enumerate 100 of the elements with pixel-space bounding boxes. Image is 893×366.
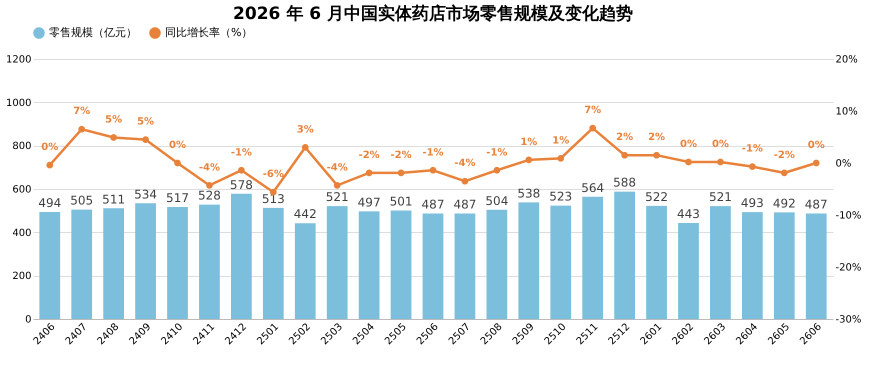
data-label: 564: [581, 180, 604, 195]
data-label: -4%: [454, 158, 476, 170]
data-label: -1%: [486, 147, 508, 158]
data-label: 2%: [648, 132, 666, 144]
data-label: -2%: [358, 150, 380, 161]
point: [717, 158, 724, 166]
data-label: 0%: [41, 142, 58, 154]
data-label: 487: [422, 197, 444, 212]
point: [589, 124, 596, 132]
point: [653, 152, 660, 159]
y-tick-label: 800: [12, 141, 32, 152]
data-label: -4%: [326, 162, 348, 174]
legend-label: 零售规模（亿元）: [49, 26, 137, 39]
data-label: -1%: [422, 147, 444, 158]
data-label: 2%: [616, 132, 634, 144]
data-label: 494: [38, 196, 62, 210]
bar: [806, 213, 827, 319]
data-label: 492: [772, 196, 796, 210]
bar: [422, 213, 444, 319]
bar: [550, 206, 572, 319]
chart-title: 2026 年 6 月中国实体药店市场零售规模及变化趋势: [233, 4, 633, 24]
y2-tick-label: 20%: [836, 54, 858, 66]
point: [621, 152, 628, 159]
data-label: 588: [613, 176, 636, 190]
data-label: -1%: [230, 147, 252, 158]
point: [366, 170, 372, 176]
data-label: 497: [358, 195, 381, 210]
data-label: 0%: [808, 140, 825, 151]
bar: [486, 210, 508, 319]
point: [238, 166, 245, 174]
point: [110, 134, 117, 141]
data-label: -4%: [198, 162, 220, 174]
data-label: 0%: [680, 138, 697, 150]
data-label: 0%: [169, 140, 186, 151]
bar: [39, 212, 60, 319]
bar: [358, 211, 380, 319]
bar: [582, 196, 604, 319]
bar: [678, 223, 699, 319]
bar: [646, 206, 667, 319]
data-label: 5%: [105, 114, 122, 126]
legend-label: 同比增长率（%）: [165, 26, 252, 39]
point: [78, 126, 86, 133]
y-tick-label: 600: [12, 184, 32, 196]
data-label: 0%: [712, 138, 729, 150]
data-label: 523: [549, 190, 572, 204]
point: [302, 144, 309, 151]
bar: [135, 203, 156, 319]
bar: [710, 206, 731, 319]
data-label: 442: [294, 207, 317, 222]
data-label: 443: [677, 207, 700, 222]
point: [780, 170, 788, 176]
data-label: 517: [166, 190, 189, 205]
data-label: 534: [134, 187, 158, 202]
data-label: 511: [102, 192, 126, 206]
y-tick-label: 0: [25, 314, 32, 326]
data-label: 505: [70, 194, 94, 208]
point: [749, 163, 756, 170]
y-tick-label: 400: [12, 228, 32, 239]
point: [557, 154, 564, 162]
data-label: -1%: [742, 144, 763, 155]
bar: [294, 223, 316, 319]
bar: [518, 202, 540, 319]
data-label: 521: [326, 190, 349, 204]
bar: [103, 208, 124, 319]
bar: [454, 213, 476, 319]
data-label: -2%: [774, 150, 795, 161]
data-label: 521: [708, 190, 732, 204]
data-label: 522: [645, 190, 668, 204]
bar: [390, 210, 412, 319]
y-tick-label: 200: [12, 271, 32, 282]
point: [494, 166, 500, 174]
bar: [231, 194, 252, 319]
y-tick-label: 1000: [6, 98, 32, 109]
point: [685, 158, 692, 166]
data-label: 538: [517, 186, 540, 200]
point: [812, 160, 820, 166]
bar: [199, 204, 220, 319]
data-label: 493: [740, 196, 764, 210]
data-label: 513: [262, 192, 285, 206]
data-label: 7%: [73, 106, 90, 118]
point: [430, 166, 436, 174]
point: [462, 178, 468, 185]
data-label: 528: [198, 188, 221, 203]
point: [174, 160, 181, 166]
data-label: 487: [453, 197, 476, 212]
y2-tick-label: -20%: [836, 262, 862, 274]
point: [398, 170, 404, 176]
bar: [167, 206, 188, 319]
bar: [614, 192, 635, 319]
y2-tick-label: 0%: [836, 158, 852, 170]
data-label: 504: [485, 194, 508, 208]
data-label: 7%: [584, 105, 602, 116]
data-label: 1%: [552, 135, 570, 146]
point: [142, 136, 149, 143]
point: [46, 162, 54, 168]
y2-tick-label: 10%: [836, 106, 858, 118]
data-label: 1%: [520, 136, 538, 148]
data-label: 578: [230, 178, 253, 192]
bar: [262, 208, 284, 319]
point: [206, 182, 213, 189]
